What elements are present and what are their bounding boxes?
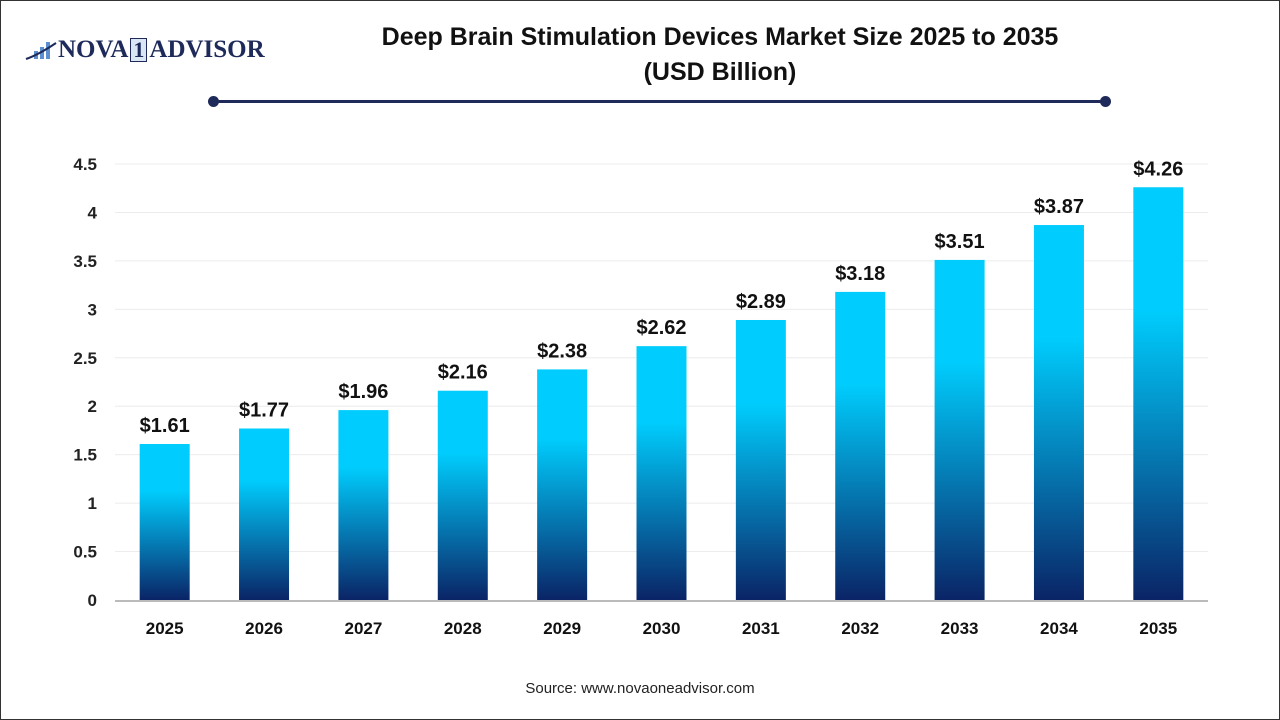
data-label: $2.38 xyxy=(537,340,587,362)
bar-2033 xyxy=(934,259,985,600)
data-label: $3.51 xyxy=(935,231,985,253)
y-tick-label: 0 xyxy=(88,591,97,610)
x-tick-label: 2026 xyxy=(245,619,283,638)
y-tick-label: 2 xyxy=(88,397,97,416)
x-tick-label: 2032 xyxy=(841,619,879,638)
logo: NOVA 1 ADVISOR xyxy=(24,36,265,64)
x-tick-label: 2025 xyxy=(146,619,184,638)
y-tick-label: 1.5 xyxy=(73,446,97,465)
data-label: $1.77 xyxy=(239,400,289,422)
y-tick-label: 2.5 xyxy=(73,349,97,368)
y-tick-label: 1 xyxy=(88,494,97,513)
y-tick-label: 4 xyxy=(88,203,98,222)
data-label: $3.87 xyxy=(1034,196,1084,218)
source-note: Source: www.novaoneadvisor.com xyxy=(525,680,755,697)
y-tick-label: 0.5 xyxy=(73,543,97,562)
data-label: $2.16 xyxy=(438,362,488,384)
logo-text-nova: NOVA xyxy=(58,36,129,63)
x-tick-label: 2035 xyxy=(1139,619,1177,638)
x-tick-label: 2034 xyxy=(1040,619,1078,638)
bar-2030 xyxy=(636,346,687,600)
data-label: $1.61 xyxy=(140,415,190,437)
rule-dot-left xyxy=(208,96,219,107)
bar-2031 xyxy=(735,319,786,600)
bar-2026 xyxy=(239,428,290,600)
x-tick-label: 2027 xyxy=(344,619,382,638)
data-label: $2.62 xyxy=(636,317,686,339)
bar-2034 xyxy=(1033,225,1084,601)
bar-2035 xyxy=(1133,187,1184,600)
bar-2027 xyxy=(338,410,389,600)
x-tick-label: 2033 xyxy=(941,619,979,638)
rule-dot-right xyxy=(1100,96,1111,107)
title-rule xyxy=(213,100,1106,103)
y-tick-label: 3 xyxy=(88,300,97,319)
data-label: $3.18 xyxy=(835,263,885,285)
chart-subtitle: (USD Billion) xyxy=(643,58,797,86)
chart-title: Deep Brain Stimulation Devices Market Si… xyxy=(220,20,1220,90)
x-tick-label: 2030 xyxy=(643,619,681,638)
data-label: $2.89 xyxy=(736,291,786,313)
data-label: $4.26 xyxy=(1133,158,1183,180)
y-tick-label: 4.5 xyxy=(73,155,97,174)
x-tick-label: 2028 xyxy=(444,619,482,638)
logo-bars-icon xyxy=(25,42,57,60)
y-tick-label: 3.5 xyxy=(73,252,97,271)
x-tick-label: 2029 xyxy=(543,619,581,638)
logo-text-one: 1 xyxy=(130,38,148,62)
bar-2028 xyxy=(437,390,488,600)
logo-text-advisor: ADVISOR xyxy=(149,36,265,63)
bar-2029 xyxy=(537,369,588,600)
bar-2025 xyxy=(139,444,190,600)
x-tick-label: 2031 xyxy=(742,619,780,638)
bar-2032 xyxy=(835,291,886,600)
data-label: $1.96 xyxy=(338,381,388,403)
chart-title-main: Deep Brain Stimulation Devices Market Si… xyxy=(381,23,1059,51)
